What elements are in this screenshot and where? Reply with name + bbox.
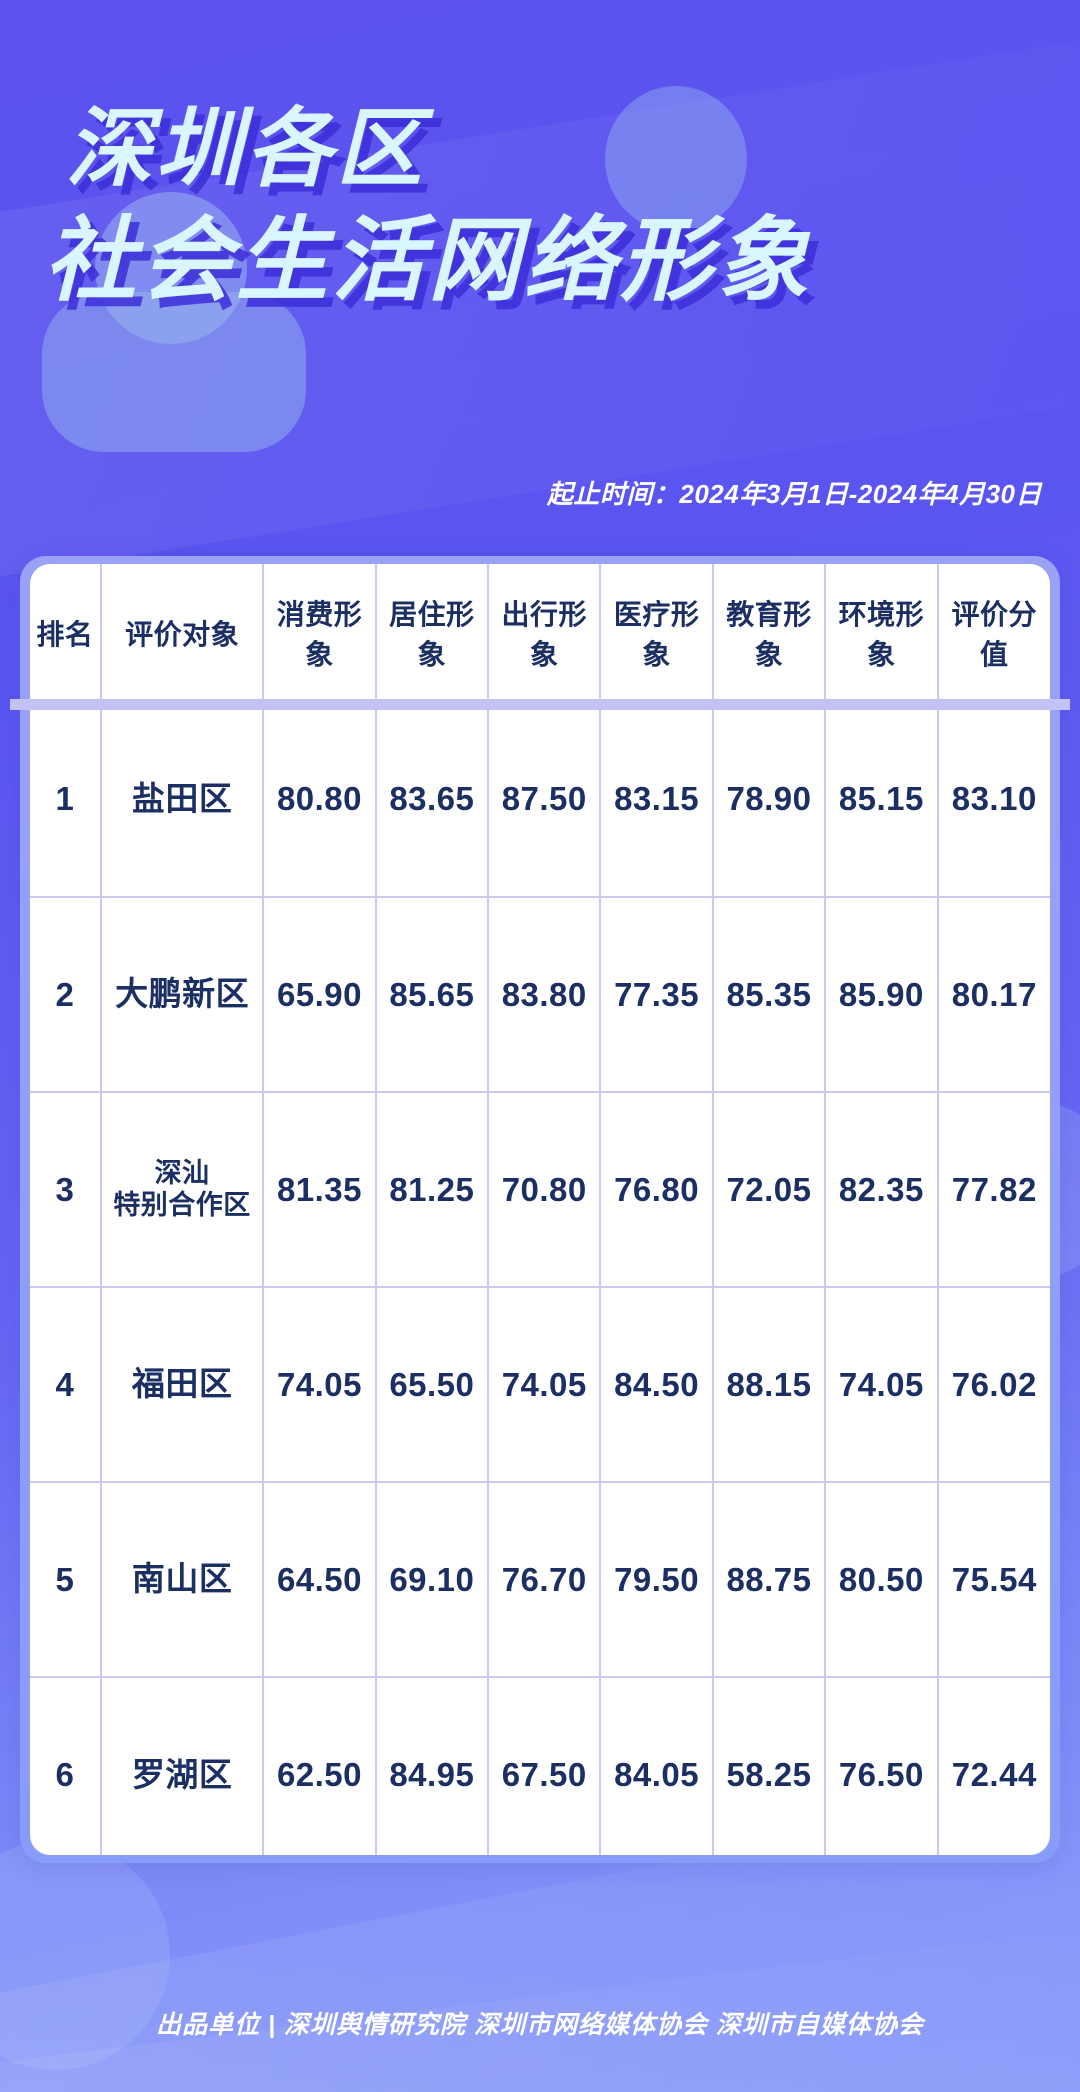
- cell-consumption: 64.50: [262, 1481, 376, 1677]
- cell-education: 88.75: [711, 1481, 826, 1677]
- table-row: 3 深汕 特别合作区 81.35 81.25 70.80 76.80 72.05…: [30, 1091, 1050, 1287]
- cell-rank: 2: [30, 896, 101, 1092]
- table-body: 1 盐田区 80.80 83.65 87.50 83.15 78.90 85.1…: [30, 702, 1050, 1855]
- cell-subject: 福田区: [99, 1286, 264, 1482]
- table-row: 5 南山区 64.50 69.10 76.70 79.50 88.75 80.5…: [30, 1481, 1050, 1677]
- cell-consumption: 80.80: [262, 702, 376, 897]
- footer-credit: 出品单位 | 深圳舆情研究院 深圳市网络媒体协会 深圳市自媒体协会: [156, 2011, 924, 2039]
- cell-transport: 74.05: [487, 1286, 601, 1482]
- cell-medical: 84.50: [599, 1286, 713, 1482]
- cell-subject-line-1: 深汕: [154, 1157, 210, 1188]
- cell-environment: 76.50: [824, 1676, 938, 1855]
- cell-transport: 76.70: [487, 1481, 601, 1677]
- cell-consumption: 62.50: [262, 1676, 376, 1855]
- decorative-circle-right: [605, 86, 747, 232]
- cell-consumption: 81.35: [262, 1091, 376, 1287]
- cell-education: 88.15: [711, 1286, 826, 1482]
- cell-score: 80.17: [936, 896, 1050, 1092]
- cell-consumption: 65.90: [262, 896, 376, 1092]
- cell-residence: 84.95: [374, 1676, 489, 1855]
- cell-medical: 84.05: [599, 1676, 713, 1855]
- cell-medical: 77.35: [599, 896, 713, 1092]
- column-header-subject: 评价对象: [99, 564, 264, 702]
- cell-transport: 67.50: [487, 1676, 601, 1855]
- table-row: 6 罗湖区 62.50 84.95 67.50 84.05 58.25 76.5…: [30, 1676, 1050, 1855]
- cell-residence: 65.50: [374, 1286, 489, 1482]
- cell-residence: 69.10: [374, 1481, 489, 1677]
- cell-medical: 79.50: [599, 1481, 713, 1677]
- cell-transport: 70.80: [487, 1091, 601, 1287]
- table-row: 4 福田区 74.05 65.50 74.05 84.50 88.15 74.0…: [30, 1286, 1050, 1482]
- cell-environment: 85.15: [824, 702, 938, 897]
- page-title-line-2: 社会生活网络形象: [44, 210, 813, 312]
- cell-environment: 85.90: [824, 896, 938, 1092]
- cell-rank: 5: [30, 1481, 101, 1677]
- date-range-label: 起止时间：2024年3月1日-2024年4月30日: [546, 479, 1042, 509]
- poster-header: 深圳各区 社会生活网络形象 起止时间：2024年3月1日-2024年4月30日: [0, 0, 1080, 520]
- cell-transport: 83.80: [487, 896, 601, 1092]
- cell-consumption: 74.05: [262, 1286, 376, 1482]
- cell-score: 83.10: [936, 702, 1050, 897]
- decorative-circle-left: [95, 192, 247, 344]
- cell-education: 85.35: [711, 896, 826, 1092]
- decorative-rounded-rect-left: [42, 292, 306, 452]
- cell-subject: 深汕 特别合作区: [99, 1091, 264, 1287]
- cell-subject: 大鹏新区: [99, 896, 264, 1092]
- column-header-transport: 出行形象: [487, 564, 601, 702]
- cell-education: 58.25: [711, 1676, 826, 1855]
- cell-education: 72.05: [711, 1091, 826, 1287]
- column-header-environment: 环境形象: [824, 564, 938, 702]
- cell-subject: 盐田区: [99, 702, 264, 897]
- table-row: 2 大鹏新区 65.90 85.65 83.80 77.35 85.35 85.…: [30, 896, 1050, 1092]
- cell-rank: 4: [30, 1286, 101, 1482]
- column-header-education: 教育形象: [711, 564, 826, 702]
- page-title-line-1: 深圳各区: [66, 101, 426, 197]
- cell-environment: 82.35: [824, 1091, 938, 1287]
- ranking-table-frame: 排名 评价对象 消费形象 居住形象 出行形象 医疗形象 教育形象 环境形象 评价…: [20, 556, 1060, 1863]
- cell-transport: 87.50: [487, 702, 601, 897]
- cell-residence: 85.65: [374, 896, 489, 1092]
- cell-subject-line-2: 特别合作区: [113, 1189, 251, 1220]
- cell-score: 76.02: [936, 1286, 1050, 1482]
- table-header: 排名 评价对象 消费形象 居住形象 出行形象 医疗形象 教育形象 环境形象 评价…: [30, 564, 1050, 702]
- cell-score: 72.44: [936, 1676, 1050, 1855]
- cell-residence: 83.65: [374, 702, 489, 897]
- column-header-residence: 居住形象: [374, 564, 489, 702]
- table-header-separator: [10, 699, 1070, 710]
- cell-score: 77.82: [936, 1091, 1050, 1287]
- cell-education: 78.90: [711, 702, 826, 897]
- cell-rank: 6: [30, 1676, 101, 1855]
- column-header-consumption: 消费形象: [262, 564, 376, 702]
- cell-environment: 74.05: [824, 1286, 938, 1482]
- cell-environment: 80.50: [824, 1481, 938, 1677]
- cell-subject: 南山区: [99, 1481, 264, 1677]
- cell-residence: 81.25: [374, 1091, 489, 1287]
- cell-subject: 罗湖区: [99, 1676, 264, 1855]
- cell-medical: 76.80: [599, 1091, 713, 1287]
- column-header-rank: 排名: [36, 619, 94, 650]
- table-row: 1 盐田区 80.80 83.65 87.50 83.15 78.90 85.1…: [30, 702, 1050, 897]
- table-header-row: 排名 评价对象 消费形象 居住形象 出行形象 医疗形象 教育形象 环境形象 评价…: [30, 564, 1050, 702]
- column-header-medical: 医疗形象: [599, 564, 713, 702]
- cell-rank: 1: [55, 780, 75, 817]
- cell-score: 75.54: [936, 1481, 1050, 1677]
- column-header-score: 评价分值: [936, 564, 1050, 702]
- ranking-table-card: 排名 评价对象 消费形象 居住形象 出行形象 医疗形象 教育形象 环境形象 评价…: [30, 564, 1050, 1855]
- ranking-table: 排名 评价对象 消费形象 居住形象 出行形象 医疗形象 教育形象 环境形象 评价…: [30, 564, 1050, 1855]
- cell-medical: 83.15: [599, 702, 713, 897]
- cell-rank: 3: [30, 1091, 101, 1287]
